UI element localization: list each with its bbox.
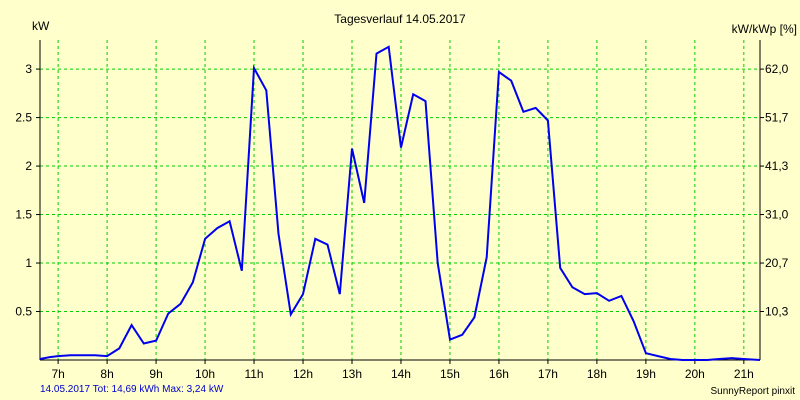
chart-title: Tagesverlauf 14.05.2017	[334, 12, 466, 26]
right-tick-label: 41,3	[765, 159, 789, 173]
right-tick-label: 20,7	[765, 256, 789, 270]
x-tick-label: 9h	[149, 367, 162, 381]
series-layer	[39, 45, 761, 361]
left-axis-label: kW	[32, 19, 50, 33]
x-tick-label: 13h	[342, 367, 362, 381]
grid-layer	[40, 40, 760, 360]
x-tick-label: 7h	[51, 367, 64, 381]
axis-layer	[39, 40, 761, 361]
left-tick-label: 3	[25, 62, 32, 76]
right-tick-label: 10,3	[765, 305, 789, 319]
right-tick-label: 62,0	[765, 62, 789, 76]
right-axis-label: kW/kWp [%]	[732, 22, 797, 36]
x-tick-label: 8h	[100, 367, 113, 381]
footer-summary: 14.05.2017 Tot: 14,69 kWh Max: 3,24 kW	[40, 384, 224, 395]
x-tick-label: 12h	[293, 367, 313, 381]
x-tick-label: 14h	[391, 367, 411, 381]
x-tick-label: 19h	[636, 367, 656, 381]
footer-credit: SunnyReport pinxit	[711, 386, 796, 397]
x-tick-label: 21h	[734, 367, 754, 381]
left-tick-label: 1	[25, 256, 32, 270]
left-tick-label: 2	[25, 159, 32, 173]
x-tick-label: 18h	[587, 367, 607, 381]
left-tick-label: 1.5	[15, 208, 32, 222]
x-tick-label: 17h	[538, 367, 558, 381]
x-tick-label: 20h	[685, 367, 705, 381]
right-tick-label: 51,7	[765, 111, 789, 125]
power-series-line	[39, 45, 761, 361]
x-tick-label: 16h	[489, 367, 509, 381]
tick-layer: 7h 8h 9h 10h 11h 12h 13h 14h 15h 16h 17h 18h 19h 20h 2…	[15, 62, 788, 381]
x-tick-label: 10h	[195, 367, 215, 381]
right-tick-label: 31,0	[765, 208, 789, 222]
left-tick-label: 0.5	[15, 305, 32, 319]
left-tick-label: 2.5	[15, 111, 32, 125]
x-tick-label: 15h	[440, 367, 460, 381]
x-tick-label: 11h	[244, 367, 263, 381]
